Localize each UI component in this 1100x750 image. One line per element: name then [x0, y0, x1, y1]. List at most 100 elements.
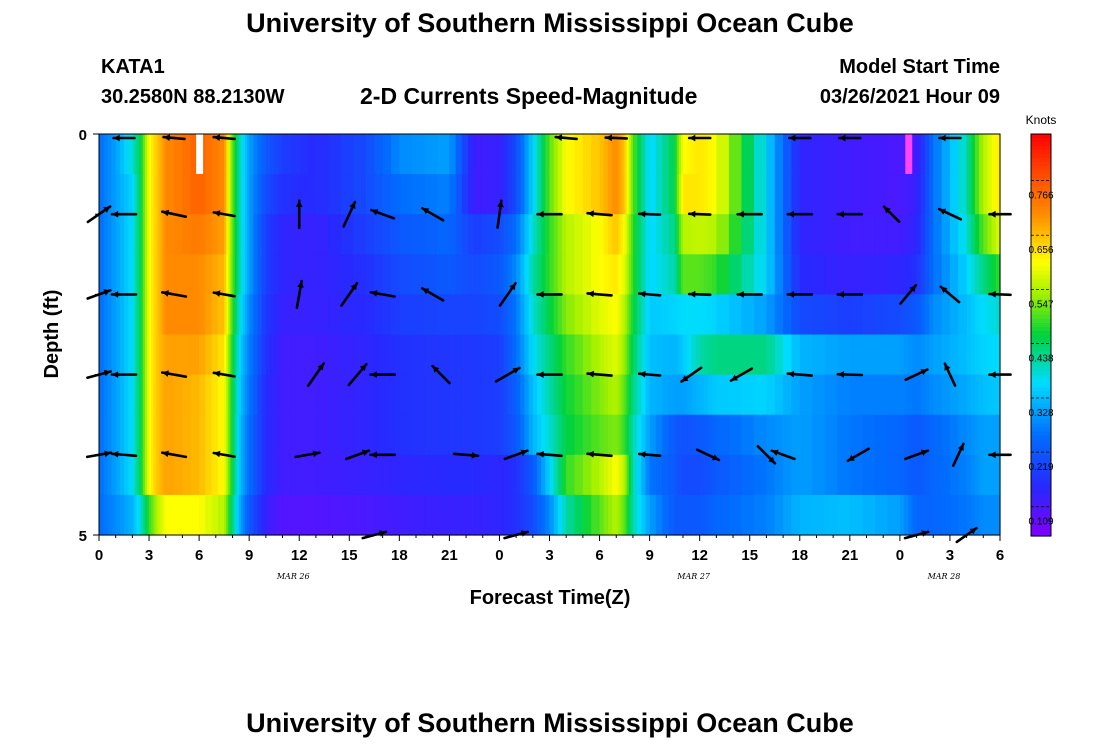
heatmap-cell: [365, 494, 375, 536]
heatmap-cell: [249, 254, 254, 295]
heatmap-cell: [528, 494, 534, 536]
vector-head: [537, 210, 544, 218]
vector-head: [587, 210, 594, 217]
vector-head: [432, 366, 440, 373]
heatmap-cell: [261, 414, 267, 456]
heatmap-cell: [142, 254, 146, 295]
heatmap-cell: [979, 494, 984, 536]
heatmap-cell: [637, 414, 642, 456]
heatmap-cell: [228, 214, 231, 255]
heatmap-cell: [119, 494, 125, 536]
vector-head: [689, 210, 696, 218]
heatmap-cell: [628, 134, 632, 175]
heatmap-cell: [680, 374, 684, 416]
heatmap-cell: [153, 454, 156, 496]
heatmap-cell: [599, 254, 605, 295]
heatmap-cell: [424, 174, 438, 215]
heatmap-cell: [253, 134, 259, 175]
heatmap-cell: [138, 374, 142, 416]
heatmap-cell: [532, 134, 538, 175]
heatmap-cell: [155, 174, 158, 215]
current-vector: [786, 370, 814, 378]
heatmap-cell: [924, 134, 930, 175]
heatmap-cell: [612, 374, 617, 416]
heatmap-cell: [628, 374, 632, 416]
heatmap-cell: [278, 294, 284, 336]
heatmap-cell: [399, 494, 413, 536]
heatmap-cell: [849, 174, 863, 215]
heatmap-cell: [532, 174, 538, 215]
heatmap-cell: [678, 294, 682, 336]
heatmap-cell: [532, 214, 538, 255]
current-vector: [212, 450, 236, 458]
heatmap-cell: [528, 454, 534, 496]
heatmap-cell: [645, 494, 651, 536]
heatmap-cell: [991, 214, 997, 255]
heatmap-cell: [374, 174, 384, 215]
current-vector: [637, 370, 662, 378]
heatmap-cell: [480, 134, 488, 175]
colorbar-segment: [1031, 499, 1051, 505]
heatmap-cell: [991, 454, 997, 496]
heatmap-cell: [153, 494, 156, 536]
heatmap-cell: [228, 414, 231, 456]
heatmap-cell: [155, 334, 158, 376]
heatmap-cell: [245, 494, 248, 536]
heatmap-cell: [941, 454, 951, 496]
current-vector: [340, 281, 359, 307]
heatmap-cell: [245, 254, 248, 295]
heatmap-cell: [741, 254, 755, 295]
heatmap-cell: [520, 134, 526, 175]
heatmap-cell: [353, 174, 367, 215]
current-vector: [951, 442, 965, 468]
heatmap-cell: [624, 374, 628, 416]
heatmap-cell: [163, 174, 167, 215]
heatmap-cell: [562, 254, 567, 295]
heatmap-cell: [236, 134, 240, 175]
colorbar-segment: [1031, 238, 1051, 244]
heatmap-cell: [382, 294, 392, 336]
heatmap-cell: [140, 254, 144, 295]
heatmap-cell: [979, 374, 984, 416]
current-vector: [687, 134, 712, 142]
heatmap-cell: [161, 494, 165, 536]
heatmap-cell: [146, 254, 150, 295]
heatmap-cell: [153, 294, 156, 336]
heatmap-cell: [134, 254, 138, 295]
heatmap-cell: [574, 454, 584, 496]
heatmap-cell: [230, 174, 234, 215]
heatmap-cell: [520, 454, 526, 496]
heatmap-cell: [232, 214, 236, 255]
heatmap-cell: [228, 454, 231, 496]
heatmap-cell: [728, 454, 742, 496]
vector-head: [787, 291, 794, 298]
heatmap-cell: [365, 334, 375, 376]
heatmap-cell: [528, 254, 534, 295]
heatmap-cell: [970, 494, 976, 536]
heatmap-cell: [411, 454, 425, 496]
heatmap-cell: [374, 454, 384, 496]
heatmap-cell: [144, 454, 148, 496]
current-vector: [494, 366, 521, 383]
heatmap-cell: [887, 294, 901, 336]
heatmap-cell: [474, 454, 482, 496]
colorbar-segment: [1031, 326, 1051, 332]
heatmap-cell: [238, 334, 242, 376]
heatmap-cell: [224, 294, 227, 336]
heatmap-cell: [966, 374, 972, 416]
heatmap-cell: [217, 334, 225, 376]
heatmap-cell: [240, 294, 244, 336]
heatmap-cell: [874, 414, 888, 456]
heatmap-cell: [232, 334, 236, 376]
colorbar-segment: [1031, 142, 1051, 147]
heatmap-cell: [424, 414, 438, 456]
vector-head: [213, 450, 221, 458]
heatmap-cell: [265, 214, 271, 255]
heatmap-cell: [278, 334, 284, 376]
vector-head: [639, 210, 646, 218]
heatmap-cell: [240, 174, 244, 215]
heatmap-cell: [99, 214, 104, 255]
heatmap-cell: [315, 174, 330, 215]
heatmap-cell: [920, 214, 926, 255]
heatmap-cell: [687, 334, 692, 376]
